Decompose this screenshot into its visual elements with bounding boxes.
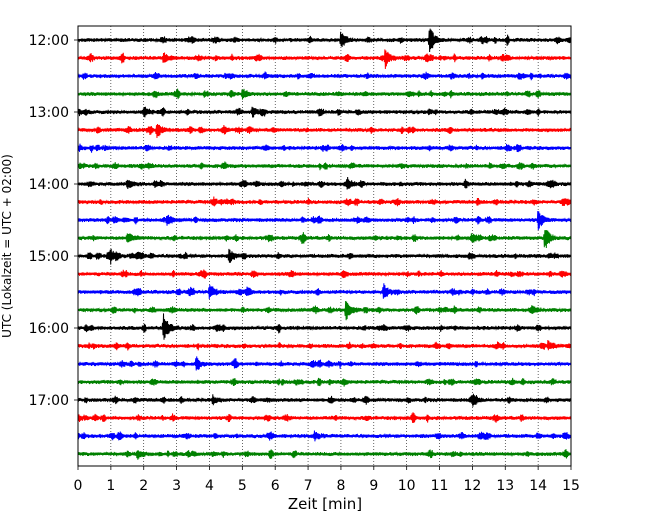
trace-11 [77, 230, 572, 248]
x-tick-label-2: 2 [139, 478, 148, 494]
trace-19 [77, 377, 572, 387]
x-axis-ticks: 0 1 2 3 4 5 6 7 8 9 10 11 12 13 14 15 [74, 466, 580, 494]
y-tick-label-3: 15:00 [29, 249, 69, 265]
seismic-traces [77, 28, 572, 460]
x-tick-label-9: 9 [369, 478, 378, 494]
y-tick-label-2: 14:00 [29, 177, 69, 193]
plot-frame [77, 25, 572, 467]
x-tick-label-15: 15 [562, 478, 580, 494]
trace-20 [77, 393, 572, 407]
trace-4 [77, 106, 572, 118]
trace-3 [77, 88, 572, 100]
trace-18 [77, 356, 572, 371]
x-tick-label-3: 3 [172, 478, 181, 494]
y-axis-label: UTC (Lokalzeit = UTC + 02:00) [0, 154, 14, 338]
x-axis-label: Zeit [min] [288, 495, 362, 513]
y-tick-label-1: 13:00 [29, 105, 69, 121]
trace-6 [77, 143, 572, 153]
x-tick-label-6: 6 [271, 478, 280, 494]
x-tick-label-1: 1 [106, 478, 115, 494]
trace-14 [77, 283, 572, 300]
x-tick-label-4: 4 [205, 478, 214, 494]
y-tick-label-0: 12:00 [29, 33, 69, 49]
trace-7 [77, 161, 572, 171]
x-tick-label-10: 10 [398, 478, 416, 494]
x-tick-label-11: 11 [431, 478, 449, 494]
y-axis-ticks: 12:00 13:00 14:00 15:00 16:00 17:00 [29, 33, 78, 409]
trace-8 [77, 177, 572, 190]
trace-0 [77, 28, 572, 53]
trace-12 [77, 248, 572, 265]
x-tick-label-13: 13 [496, 478, 514, 494]
trace-23 [77, 449, 572, 460]
y-tick-label-4: 16:00 [29, 321, 69, 337]
x-tick-label-0: 0 [74, 478, 83, 494]
x-tick-label-7: 7 [304, 478, 313, 494]
trace-9 [77, 196, 572, 207]
trace-22 [77, 430, 572, 442]
x-tick-label-8: 8 [336, 478, 345, 494]
trace-13 [77, 269, 572, 279]
trace-17 [77, 339, 572, 351]
trace-21 [77, 412, 572, 423]
trace-1 [77, 49, 572, 70]
trace-10 [77, 210, 572, 231]
trace-5 [77, 123, 572, 138]
trace-15 [77, 300, 572, 321]
trace-16 [77, 313, 572, 340]
x-tick-label-14: 14 [529, 478, 547, 494]
trace-2 [77, 71, 572, 81]
x-tick-label-5: 5 [238, 478, 247, 494]
x-tick-label-12: 12 [463, 478, 481, 494]
y-tick-label-5: 17:00 [29, 393, 69, 409]
